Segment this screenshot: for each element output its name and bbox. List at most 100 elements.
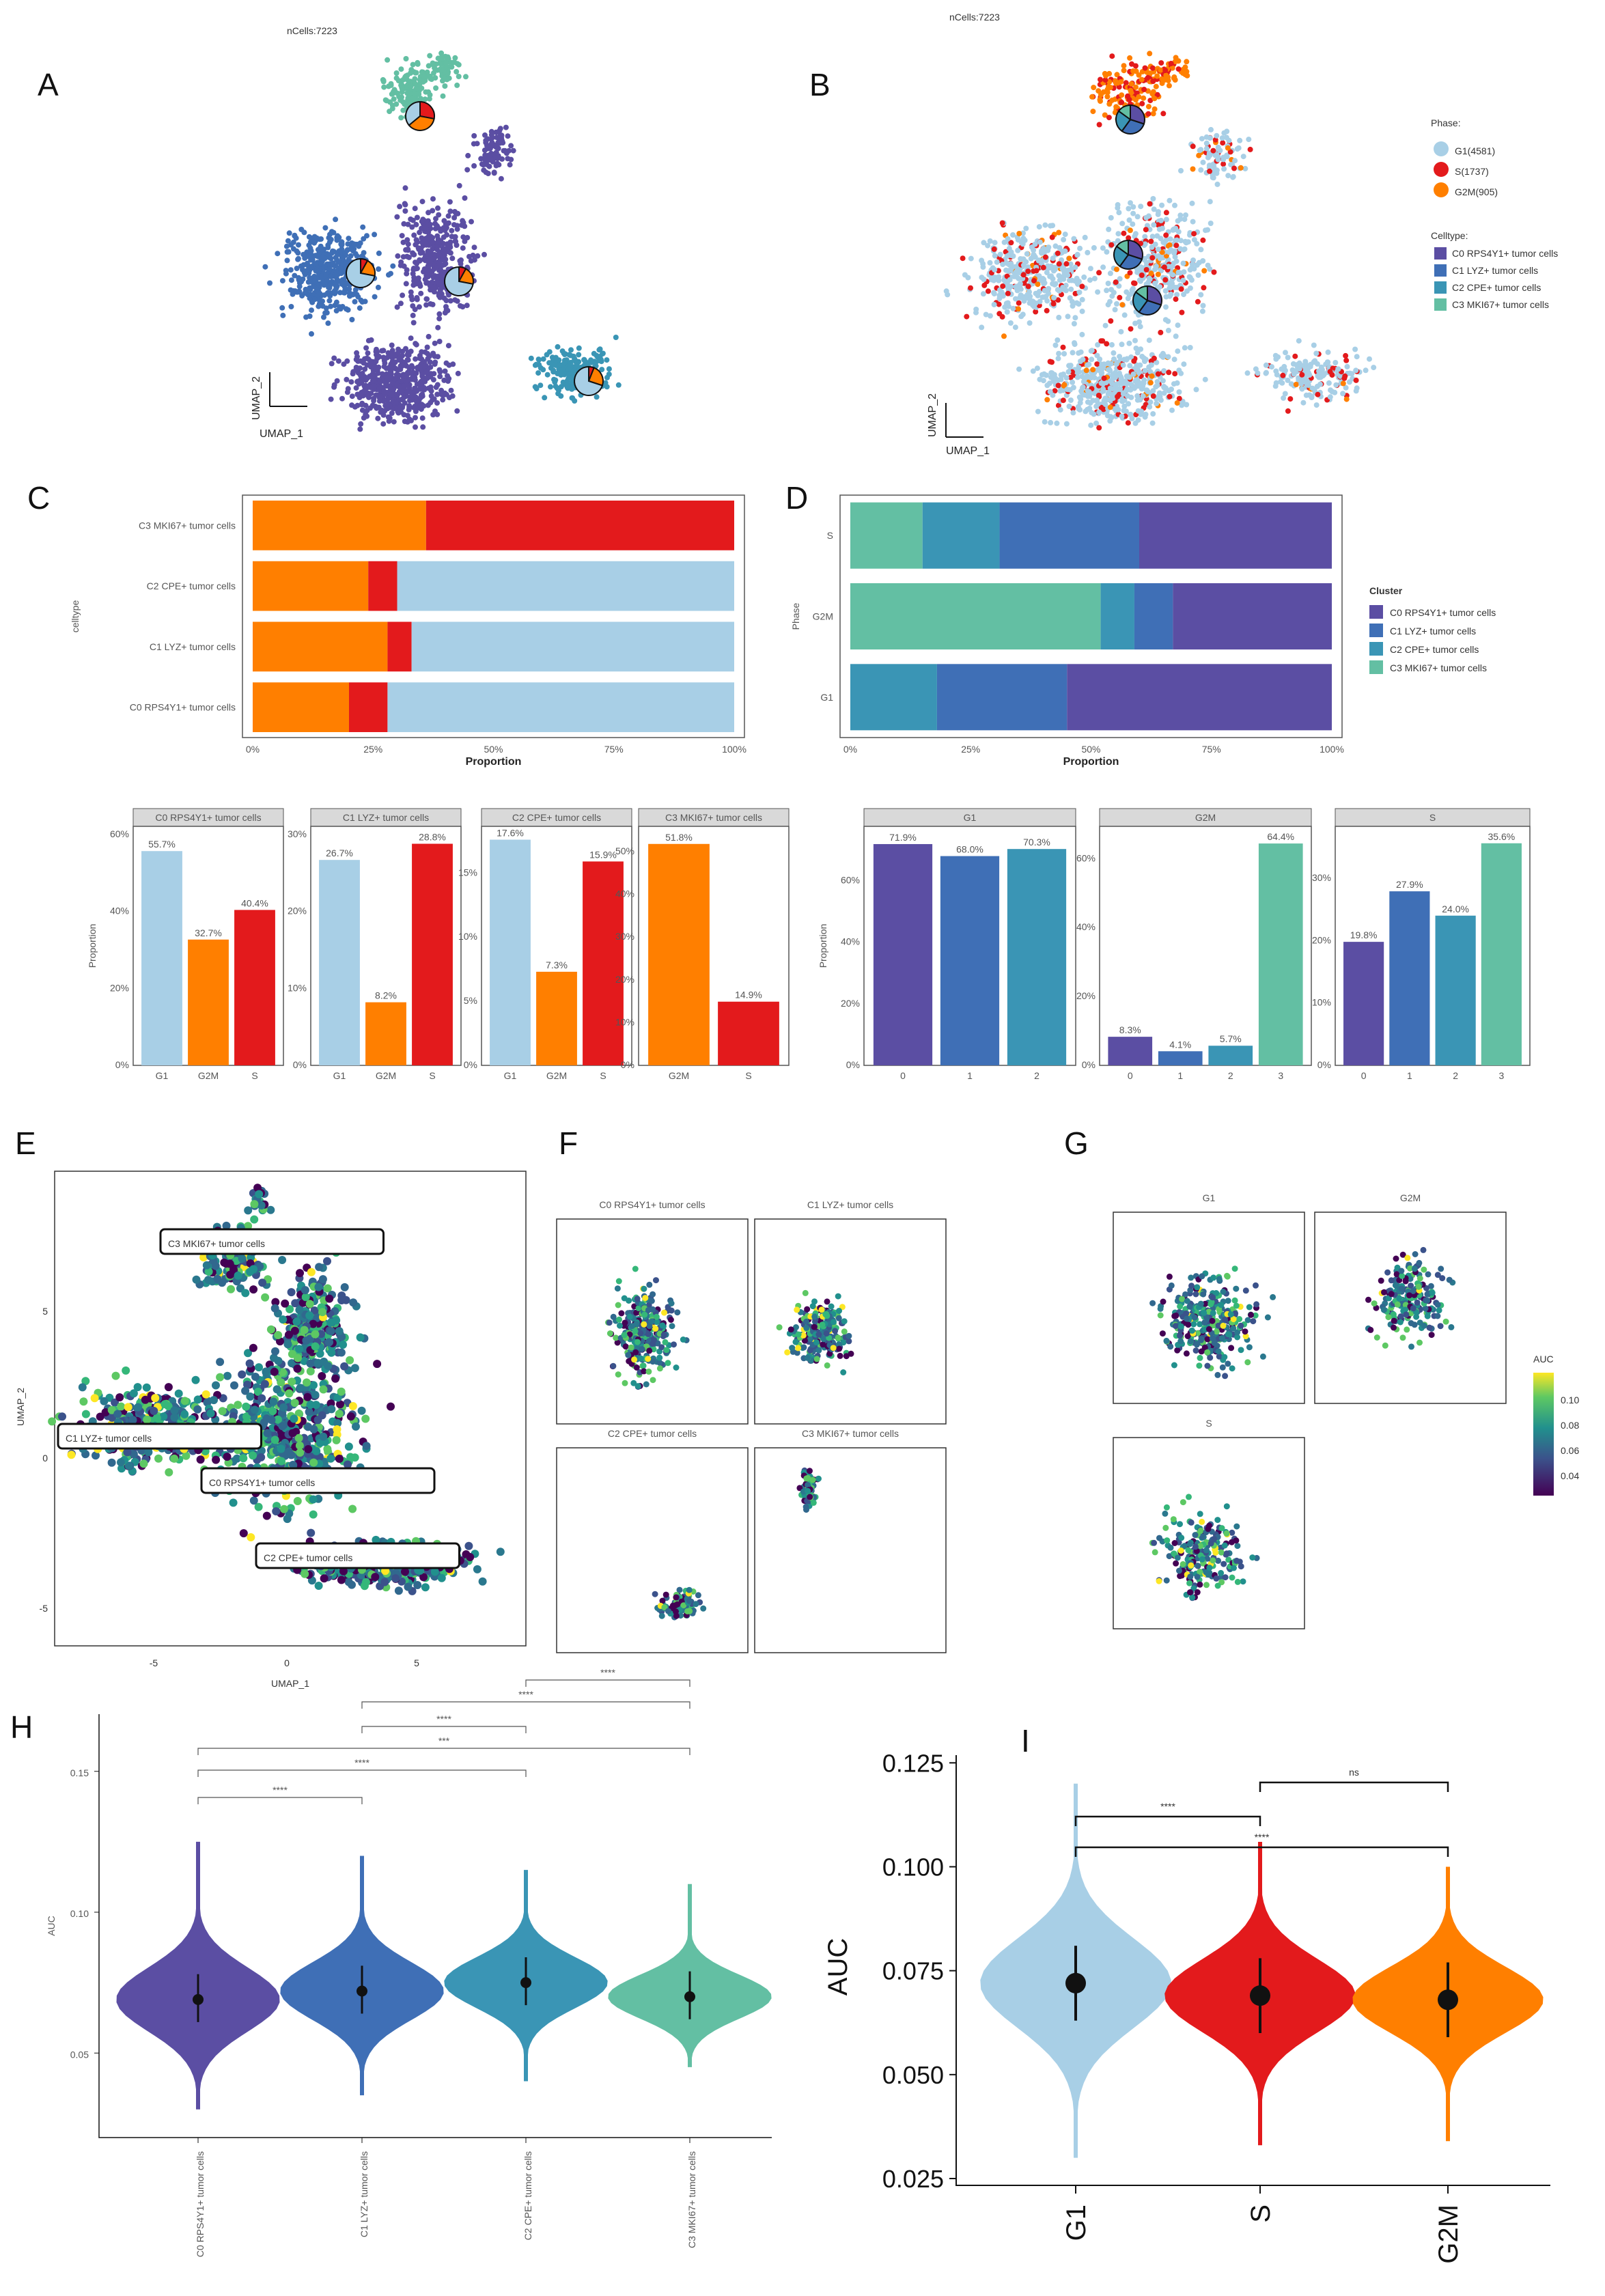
umap-point — [410, 365, 416, 371]
umap-point — [255, 1363, 263, 1372]
umap-point — [1066, 255, 1072, 262]
umap-point — [1281, 363, 1287, 369]
x-tick-label: 0 — [1361, 1070, 1367, 1081]
panel-label-E: E — [15, 1125, 36, 1161]
umap-point — [381, 363, 387, 369]
umap-point — [1198, 292, 1204, 298]
umap-point — [412, 389, 418, 395]
umap-point — [316, 303, 322, 309]
celltype-legend-key — [1434, 281, 1447, 294]
umap-point — [404, 412, 410, 419]
umap-point — [1000, 262, 1006, 268]
umap-point — [439, 54, 445, 59]
umap-point — [452, 297, 458, 303]
umap-point — [361, 383, 367, 389]
umap-point — [1135, 378, 1141, 384]
umap-point — [398, 115, 404, 121]
umap-point — [408, 289, 414, 295]
umap-point — [393, 101, 400, 107]
umap-point — [1142, 367, 1148, 374]
umap-point — [980, 291, 986, 297]
umap-point — [339, 395, 345, 402]
umap-point — [331, 1374, 340, 1383]
y-tick-label: 20% — [841, 998, 860, 1009]
umap-point — [1332, 389, 1338, 395]
umap-point — [360, 224, 366, 230]
umap-point — [481, 167, 487, 173]
y-tick-label: 0% — [846, 1059, 860, 1070]
umap-point — [432, 75, 438, 81]
umap-point — [1130, 210, 1136, 216]
umap-point — [568, 359, 574, 365]
umap-point — [267, 1416, 276, 1425]
umap-point — [561, 357, 568, 363]
y-tick-label: G1 — [820, 692, 833, 703]
umap-point — [1015, 247, 1021, 253]
umap-point — [305, 1300, 314, 1308]
umap-point — [401, 263, 407, 269]
umap-point — [372, 232, 378, 238]
phase-legend-label: G2M(905) — [1455, 186, 1498, 197]
umap-point — [295, 255, 301, 262]
umap-point — [1090, 367, 1096, 373]
umap-point — [1018, 292, 1024, 298]
umap-point — [404, 357, 410, 363]
umap-point — [405, 221, 411, 227]
umap-point — [1145, 279, 1152, 285]
umap-point — [1138, 204, 1144, 210]
umap-point — [460, 234, 466, 240]
umap-point — [615, 382, 622, 388]
umap-point — [346, 1412, 355, 1421]
umap-point — [427, 359, 433, 365]
umap-point — [1143, 260, 1149, 266]
umap-point — [1121, 312, 1128, 318]
umap-point — [1095, 289, 1101, 295]
umap-point — [1078, 349, 1084, 355]
umap-point — [287, 1451, 296, 1459]
umap-point — [1298, 380, 1304, 387]
umap-point — [332, 1436, 341, 1444]
umap-point — [1130, 372, 1136, 377]
umap-point — [604, 374, 610, 380]
umap-point — [321, 314, 326, 320]
umap-point — [1035, 257, 1042, 264]
umap-point — [1056, 350, 1062, 356]
umap-point — [1039, 276, 1046, 281]
umap-point — [357, 1406, 366, 1415]
umap-point — [1128, 387, 1134, 393]
umap-point — [306, 1367, 315, 1375]
umap-point — [380, 76, 386, 83]
umap-point — [1042, 288, 1048, 294]
umap-point — [402, 373, 408, 379]
umap-point — [1047, 389, 1053, 395]
umap-point — [325, 320, 331, 326]
bar — [490, 839, 531, 1065]
umap-point — [340, 1283, 349, 1291]
umap-point — [1296, 366, 1302, 372]
umap-point — [324, 309, 330, 316]
x-tick-label: 100% — [1320, 744, 1344, 755]
phase-legend-key — [1434, 182, 1449, 197]
umap-point — [1226, 137, 1232, 143]
umap-point — [505, 133, 511, 139]
umap-point — [378, 393, 384, 400]
umap-point — [415, 276, 421, 282]
umap-point — [245, 1359, 254, 1368]
umap-point — [1147, 399, 1154, 405]
umap-point — [556, 387, 561, 393]
umap-point — [300, 1326, 309, 1334]
umap-point — [1182, 246, 1188, 252]
umap-point — [285, 238, 291, 244]
umap-point — [425, 333, 432, 339]
umap-point — [1060, 397, 1066, 404]
umap-point — [983, 311, 989, 318]
umap-point — [389, 410, 395, 416]
umap-point — [294, 248, 300, 254]
umap-point — [1115, 406, 1121, 412]
umap-point — [335, 1327, 344, 1336]
umap-point — [373, 392, 379, 398]
umap-point — [1077, 245, 1083, 251]
umap-point — [1208, 126, 1214, 132]
y-tick-label: 15% — [458, 867, 477, 878]
bar-segment — [1067, 664, 1332, 731]
